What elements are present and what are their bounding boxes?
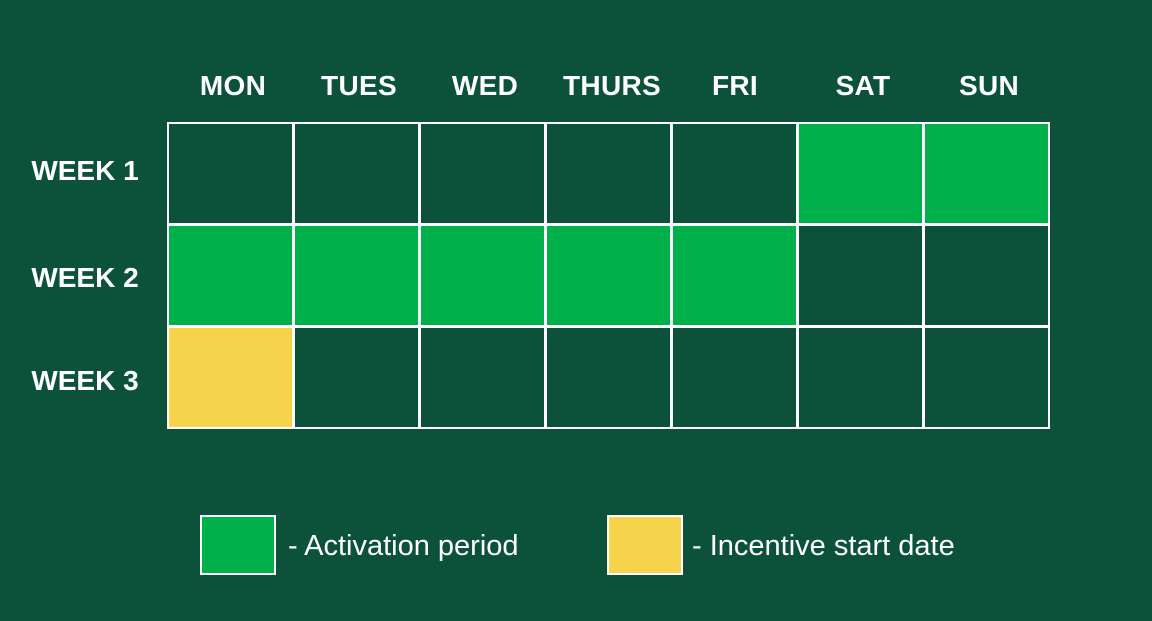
week-label-2: WEEK 2 <box>31 262 139 293</box>
day-header-mon: MON <box>199 70 267 101</box>
calendar-cell-week2-fri-activation <box>671 224 798 327</box>
calendar-cell-week3-fri-empty <box>671 326 798 429</box>
day-header-sun: SUN <box>958 70 1020 101</box>
day-header-thurs: THURS <box>563 70 661 101</box>
calendar-cell-week3-thurs-empty <box>545 326 672 429</box>
day-header-fri: FRI <box>711 70 758 101</box>
legend-activation-label: - Activation period <box>288 530 519 562</box>
calendar-cell-week1-sun-activation <box>923 122 1050 225</box>
day-header-sat: SAT <box>835 70 891 101</box>
calendar-grid <box>167 122 1050 429</box>
calendar-cell-week2-tues-activation <box>293 224 420 327</box>
calendar-cell-week3-sun-empty <box>923 326 1050 429</box>
calendar-cell-week3-wed-empty <box>419 326 546 429</box>
calendar-cell-week3-mon-incentive <box>167 326 294 429</box>
calendar-cell-week2-thurs-activation <box>545 224 672 327</box>
week-label-1: WEEK 1 <box>31 155 139 186</box>
calendar-cell-week1-fri-empty <box>671 122 798 225</box>
calendar-cell-week2-sat-empty <box>797 224 924 327</box>
calendar-cell-week1-sat-activation <box>797 122 924 225</box>
legend-incentive-label: - Incentive start date <box>692 530 955 562</box>
calendar-cell-week2-sun-empty <box>923 224 1050 327</box>
day-header-wed: WED <box>451 70 519 101</box>
calendar-cell-week2-mon-activation <box>167 224 294 327</box>
calendar-cell-week1-wed-empty <box>419 122 546 225</box>
day-header-tues: TUES <box>321 70 397 101</box>
calendar-cell-week1-mon-empty <box>167 122 294 225</box>
calendar-cell-week1-thurs-empty <box>545 122 672 225</box>
calendar-cell-week3-tues-empty <box>293 326 420 429</box>
legend-incentive-swatch <box>607 515 683 575</box>
legend-activation-swatch <box>200 515 276 575</box>
calendar-cell-week3-sat-empty <box>797 326 924 429</box>
week-label-3: WEEK 3 <box>31 365 139 396</box>
calendar-cell-week1-tues-empty <box>293 122 420 225</box>
calendar-cell-week2-wed-activation <box>419 224 546 327</box>
